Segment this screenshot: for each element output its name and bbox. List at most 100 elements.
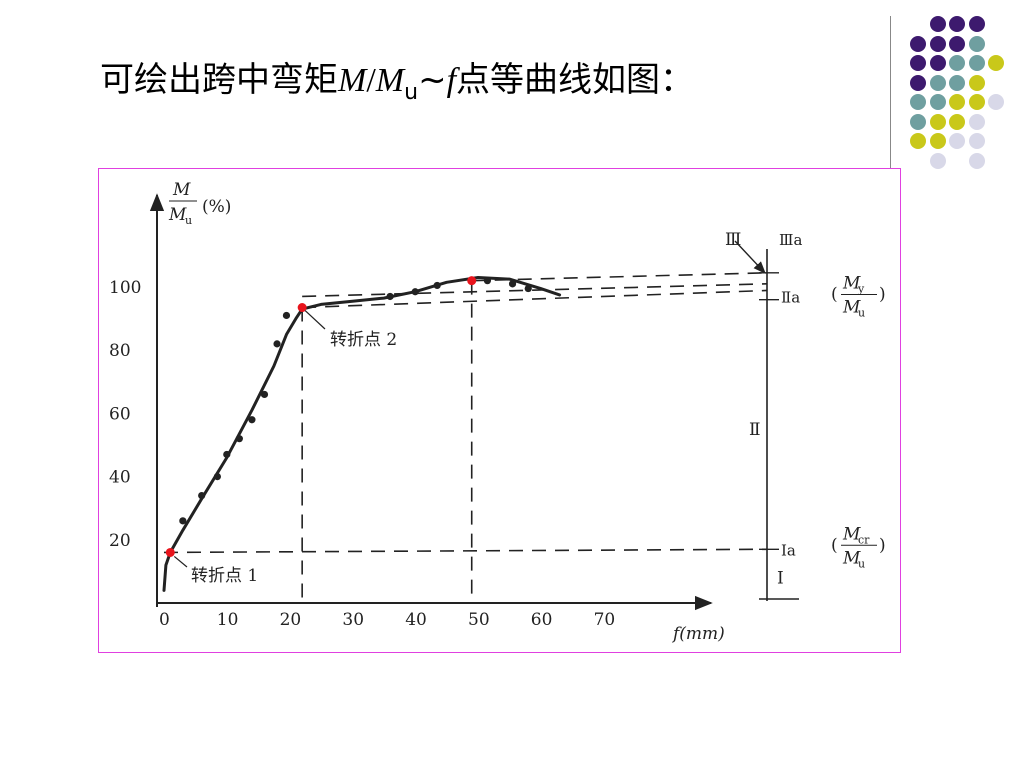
- title-mu: M: [375, 62, 405, 99]
- reference-lines: [163, 240, 799, 601]
- decor-dot: [968, 152, 985, 169]
- fraction-cracking-close: ): [879, 535, 886, 555]
- title-slash: /: [366, 62, 376, 99]
- y-tick-label: 100: [109, 278, 141, 298]
- title-tilde: ~: [418, 60, 447, 100]
- decor-dot: [929, 35, 946, 52]
- y-axis-unit: (%): [202, 197, 231, 217]
- x-tick-label: 20: [280, 610, 302, 630]
- test-point: [248, 416, 256, 424]
- fraction-cracking-num: M: [842, 524, 861, 544]
- decor-dot: [910, 55, 926, 71]
- y-axis-label-top: M: [172, 180, 191, 200]
- test-point: [213, 473, 221, 481]
- test-point: [223, 450, 231, 459]
- title-m: M: [338, 62, 367, 99]
- ref-line-yield-upper: [302, 283, 768, 298]
- decor-dot: [910, 113, 926, 130]
- test-point: [282, 311, 291, 320]
- test-point: [508, 280, 517, 288]
- x-tick-label: 10: [217, 610, 239, 630]
- slide-title: 可绘出跨中弯矩M/Mu~f点等曲线如图：: [100, 52, 694, 105]
- stage-level-1a: Ⅰa: [781, 541, 796, 559]
- turning-point-1-label: 转折点 1: [191, 566, 258, 586]
- decor-dot: [929, 152, 946, 169]
- title-suffix: 点等曲线如图：: [456, 60, 695, 100]
- y-axis-label-bottom: M: [168, 205, 187, 225]
- y-tick-label: 40: [109, 468, 131, 488]
- x-tick-label: 30: [342, 610, 364, 630]
- fraction-cracking-num-sub: cr: [858, 533, 870, 546]
- decor-dot: [910, 133, 926, 149]
- title-f: f: [446, 62, 457, 99]
- test-point: [483, 277, 492, 285]
- decor-dot: [949, 133, 965, 149]
- moment-deflection-curve: [162, 276, 562, 592]
- decor-dot: [949, 94, 965, 110]
- x-tick-label: 50: [468, 610, 490, 630]
- y-tick-label: 20: [109, 531, 131, 551]
- test-point: [198, 491, 206, 500]
- y-axis-label-bottom-sub: u: [185, 214, 192, 227]
- decor-dot: [929, 55, 946, 71]
- y-tick-label: 80: [109, 341, 131, 361]
- x-tick-label: 40: [405, 610, 427, 630]
- ref-line-yield: [302, 289, 768, 309]
- fraction-yield-num: M: [842, 273, 861, 293]
- fraction-yield-close: ): [879, 284, 886, 304]
- decor-dot: [968, 113, 985, 130]
- turning-point-2: [297, 303, 307, 313]
- turning-point-3: [467, 276, 477, 286]
- decor-dot: [988, 55, 1004, 71]
- title-prefix: 可绘出跨中弯矩: [100, 60, 338, 100]
- stage-label-2: Ⅱ: [749, 420, 761, 440]
- y-tick-label: 60: [109, 404, 131, 424]
- test-point: [433, 281, 441, 290]
- decor-dot: [949, 113, 965, 130]
- test-point: [179, 517, 187, 525]
- decor-dot: [929, 16, 946, 32]
- decor-dot: [929, 74, 946, 91]
- stage-pointer: [734, 240, 766, 274]
- stage-level-2a: Ⅱa: [781, 288, 800, 306]
- turning-point-1-leader: [173, 555, 188, 568]
- ref-line-cracking: [163, 548, 768, 554]
- ref-line-ultimate: [471, 271, 768, 282]
- decor-dot: [949, 74, 965, 91]
- x-tick-label: 70: [594, 610, 616, 630]
- test-point: [260, 390, 269, 399]
- x-tick-label: 0: [159, 610, 170, 630]
- decor-dot: [929, 113, 946, 130]
- decor-dot: [968, 74, 985, 91]
- turning-point-2-leader: [304, 310, 326, 330]
- title-mu-sub: u: [404, 79, 419, 105]
- fraction-yield-den-sub: u: [858, 306, 865, 319]
- decor-dot: [929, 133, 946, 149]
- fraction-cracking-den: M: [842, 548, 861, 568]
- test-point: [524, 284, 532, 293]
- decor-dot: [929, 94, 946, 110]
- fraction-yield-den: M: [842, 297, 861, 317]
- decor-dot: [910, 74, 926, 91]
- fraction-cracking-den-sub: u: [858, 557, 865, 570]
- fraction-cracking-open: (: [831, 535, 838, 555]
- stage-level-3a: Ⅲa: [779, 231, 802, 249]
- fraction-yield-open: (: [831, 284, 838, 304]
- stage-label-1: Ⅰ: [777, 569, 784, 589]
- turning-point-1: [165, 547, 175, 557]
- turning-point-2-label: 转折点 2: [330, 330, 397, 350]
- test-point: [411, 288, 419, 296]
- test-point: [273, 340, 281, 348]
- x-axis-label: f(mm): [671, 624, 725, 644]
- stage-label-3: Ⅲ: [725, 230, 741, 250]
- decor-divider-line: [890, 16, 891, 168]
- decor-dot: [968, 94, 985, 110]
- decor-dot: [949, 16, 965, 32]
- decor-dot: [910, 94, 926, 110]
- axes: MMu (%) 20 40 60 80 100 0 10 20 30 40 50 60 70 f(mm): [109, 180, 725, 644]
- x-tick-label: 60: [531, 610, 553, 630]
- decor-dot: [949, 35, 965, 52]
